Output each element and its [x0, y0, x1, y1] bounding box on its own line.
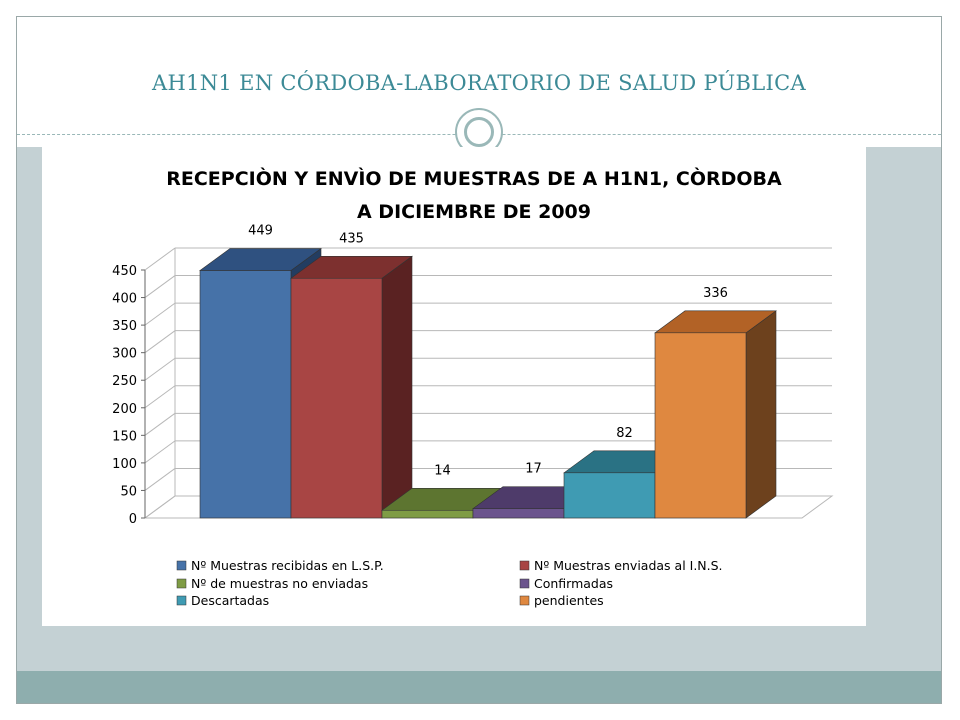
data-label-3: 14 — [434, 463, 451, 478]
y-tick-label: 250 — [112, 374, 137, 389]
gridline-depth — [144, 495, 176, 519]
legend: Nº Muestras recibidas en L.S.P. Nº Muestr… — [176, 558, 723, 608]
bar-side — [381, 255, 413, 519]
legend-swatch — [176, 595, 187, 606]
footer-band — [17, 671, 941, 703]
y-tick-label: 50 — [120, 484, 137, 499]
legend-item-6: pendientes — [519, 593, 604, 608]
y-tick-label: 100 — [112, 457, 137, 472]
legend-label: Confirmadas — [534, 576, 613, 591]
y-tick-label: 150 — [112, 429, 137, 444]
data-label-2: 435 — [339, 231, 364, 246]
legend-label: Nº de muestras no enviadas — [191, 576, 368, 591]
gridline-depth — [144, 302, 176, 326]
data-label-6: 336 — [703, 286, 728, 301]
chart-panel: RECEPCIÒN Y ENVÌO DE MUESTRAS DE A H1N1,… — [42, 147, 866, 626]
gridline-depth — [144, 275, 176, 298]
gridline-depth — [144, 330, 176, 354]
legend-swatch — [176, 560, 187, 571]
chart-title-line-1: RECEPCIÒN Y ENVÌO DE MUESTRAS DE A H1N1,… — [166, 166, 782, 190]
bars-layer — [199, 247, 777, 519]
slide-title: AH1N1 EN CÓRDOBA-LABORATORIO DE SALUD PÚ… — [152, 71, 806, 95]
legend-label: Nº Muestras enviadas al I.N.S. — [534, 558, 723, 573]
gridline-depth — [144, 440, 176, 464]
bar-front — [199, 270, 292, 519]
data-labels: 449 435 14 17 82 336 — [248, 224, 728, 479]
bar-chart: RECEPCIÒN Y ENVÌO DE MUESTRAS DE A H1N1,… — [112, 166, 834, 608]
y-tick-label: 0 — [129, 512, 137, 527]
bar-front — [563, 472, 656, 519]
gridline-depth — [144, 385, 176, 409]
legend-swatch — [176, 578, 187, 589]
chart-title-line-2: A DICIEMBRE DE 2009 — [357, 201, 591, 223]
y-tick-label: 400 — [112, 292, 137, 307]
gridline-depth — [144, 357, 176, 381]
bar-side — [745, 310, 777, 519]
legend-item-2: Nº Muestras enviadas al I.N.S. — [519, 558, 723, 573]
bar-front — [472, 508, 565, 519]
legend-label: pendientes — [534, 593, 604, 608]
ring-inner-icon — [464, 117, 494, 147]
data-label-1: 449 — [248, 224, 273, 239]
bar-front — [654, 332, 747, 519]
legend-swatch — [519, 560, 530, 571]
gridline-depth — [144, 247, 176, 271]
legend-item-1: Nº Muestras recibidas en L.S.P. — [176, 558, 384, 573]
legend-label: Descartadas — [191, 593, 269, 608]
legend-item-4: Confirmadas — [519, 576, 613, 591]
data-label-4: 17 — [525, 462, 542, 477]
y-tick-label: 450 — [112, 264, 137, 279]
gridline-depth — [144, 468, 176, 491]
bar-6 — [654, 310, 777, 519]
y-tick-label: 200 — [112, 402, 137, 417]
data-label-5: 82 — [616, 426, 633, 441]
y-axis: 0 50 100 150 200 250 300 350 400 450 — [112, 264, 146, 527]
gridline-depth — [144, 412, 176, 436]
legend-label: Nº Muestras recibidas en L.S.P. — [191, 558, 384, 573]
bar-2 — [290, 255, 413, 519]
legend-item-5: Descartadas — [176, 593, 269, 608]
bar-front — [381, 509, 474, 519]
bar-front — [290, 277, 383, 519]
y-tick-label: 350 — [112, 319, 137, 334]
legend-item-3: Nº de muestras no enviadas — [176, 576, 368, 591]
slide-frame — [16, 16, 942, 704]
legend-swatch — [519, 595, 530, 606]
legend-swatch — [519, 578, 530, 589]
y-tick-label: 300 — [112, 347, 137, 362]
